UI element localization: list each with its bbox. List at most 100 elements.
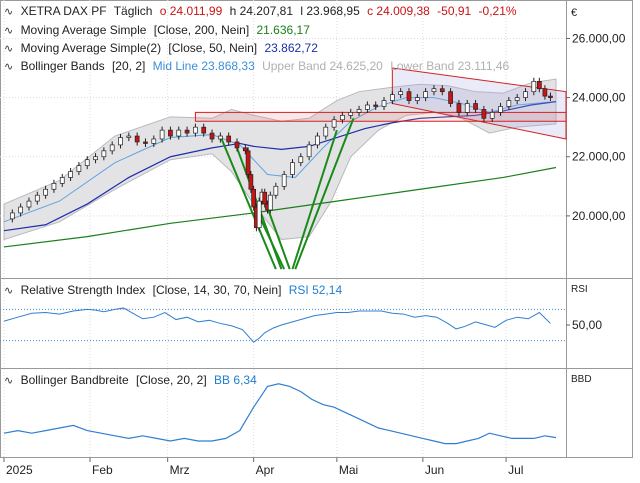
- candle-body: [59, 177, 65, 184]
- wave-icon: ∿: [4, 5, 14, 18]
- candle-body: [298, 156, 304, 164]
- bollinger-legend: ∿ Bollinger Bands [20, 2] Mid Line 23.86…: [4, 59, 513, 73]
- candle-body: [68, 171, 73, 178]
- candle-body: [18, 206, 23, 214]
- ma200-line: [3, 166, 557, 248]
- ma200-label: Moving Average Simple: [20, 23, 147, 37]
- x-tick-label: 2025: [6, 463, 33, 477]
- bollinger-mid-value: Mid Line 23.868,33: [152, 59, 255, 73]
- bollinger-lower-value: Lower Band 23.111,46: [390, 59, 510, 73]
- candle-body: [281, 174, 287, 187]
- bollinger-band-area: [3, 78, 557, 241]
- candle-body: [542, 88, 548, 97]
- candle-body: [365, 104, 370, 110]
- rsi-y-tick-label: 50,00: [572, 318, 602, 332]
- x-tick-label: Feb: [92, 463, 113, 477]
- candle-body: [234, 141, 240, 149]
- candle-body: [201, 126, 207, 134]
- candle-body: [439, 88, 445, 93]
- candle-body: [262, 191, 268, 205]
- x-tick-label: Jul: [508, 463, 523, 477]
- candle-body: [381, 100, 387, 107]
- rsi-axis-label: RSI: [571, 284, 588, 295]
- low-value: l 23.968,95: [300, 4, 360, 18]
- candle-body: [218, 135, 223, 140]
- rsi-params: [Close, 14, 30, 70, Nein]: [152, 283, 282, 297]
- candle-body: [109, 144, 115, 152]
- candle-body: [498, 106, 503, 113]
- candle-body: [273, 185, 279, 196]
- high-value: h 24.207,81: [229, 4, 294, 18]
- green-trend-line: [291, 129, 338, 270]
- ma200-params: [Close, 200, Nein]: [153, 23, 250, 37]
- green-trend-line: [219, 135, 277, 270]
- candle-body: [84, 159, 90, 166]
- candle-body: [406, 91, 412, 101]
- candle-body: [168, 129, 173, 137]
- bollinger-upper-value: Upper Band 24.625,20: [262, 59, 383, 73]
- candle-body: [256, 200, 262, 229]
- bbwidth-axis-label: BBD: [571, 374, 592, 385]
- candle-body: [423, 91, 428, 98]
- candle-body: [431, 88, 437, 93]
- price-title-line: ∿ XETRA DAX PF Täglich o 24.011,99 h 24.…: [4, 4, 521, 18]
- change-pct-value: -0,21%: [478, 4, 517, 18]
- ma50-value: 23.862,72: [264, 41, 318, 55]
- x-tick-label: Jun: [425, 463, 444, 477]
- candle-body: [226, 135, 232, 143]
- interval-label: Täglich: [113, 4, 153, 18]
- candle-body: [464, 103, 470, 113]
- candle-body: [193, 126, 198, 134]
- candle-body: [537, 80, 542, 90]
- candle-body: [43, 188, 48, 196]
- bbwidth-legend: ∿ Bollinger Bandbreite [Close, 20, 2] BB…: [4, 373, 261, 387]
- candle-body: [414, 97, 420, 101]
- chart-frame: [0, 0, 633, 458]
- candle-body: [473, 103, 478, 110]
- resistance-zone: [194, 111, 567, 122]
- bbwidth-line: [3, 383, 557, 445]
- candle-body: [184, 129, 190, 134]
- candle-body: [248, 174, 254, 190]
- candle-body: [209, 132, 215, 140]
- candle-body: [9, 212, 15, 220]
- candle-body: [356, 109, 362, 113]
- y-tick-label: 22.000,00: [572, 150, 626, 164]
- candle-body: [323, 126, 329, 137]
- candle-body: [514, 97, 520, 101]
- candle-body: [523, 91, 528, 98]
- candle-body: [51, 183, 57, 190]
- candle-body: [134, 135, 140, 143]
- candle-body: [306, 144, 312, 158]
- candle-body: [506, 100, 512, 107]
- candle-body: [242, 147, 248, 152]
- candle-body: [373, 104, 379, 107]
- candle-body: [26, 200, 32, 208]
- wave-icon: ∿: [4, 284, 14, 297]
- currency-label: €: [571, 7, 577, 19]
- bollinger-label: Bollinger Bands: [20, 59, 105, 73]
- candle-body: [398, 91, 404, 95]
- candle-body: [93, 156, 98, 161]
- y-tick-label: 26.000,00: [572, 31, 626, 45]
- wave-icon: ∿: [4, 42, 14, 55]
- x-tick-label: Mai: [339, 463, 358, 477]
- instrument-name: XETRA DAX PF: [20, 4, 107, 18]
- candle-body: [267, 194, 273, 211]
- change-value: -50,91: [437, 4, 472, 18]
- ma200-value: 21.636,17: [256, 23, 310, 37]
- candle-body: [340, 114, 345, 121]
- candle-body: [151, 138, 157, 144]
- trend-channel: [391, 67, 567, 140]
- ma50-legend: ∿ Moving Average Simple(2) [Close, 50, N…: [4, 41, 322, 55]
- candle-body: [101, 150, 107, 158]
- candle-body: [34, 194, 40, 202]
- candle-body: [126, 135, 132, 138]
- candle-body: [481, 109, 487, 119]
- rsi-value: RSI 52,14: [288, 283, 343, 297]
- candle-body: [176, 129, 182, 137]
- ma50-label: Moving Average Simple(2): [20, 41, 162, 55]
- green-trend-line: [294, 117, 355, 270]
